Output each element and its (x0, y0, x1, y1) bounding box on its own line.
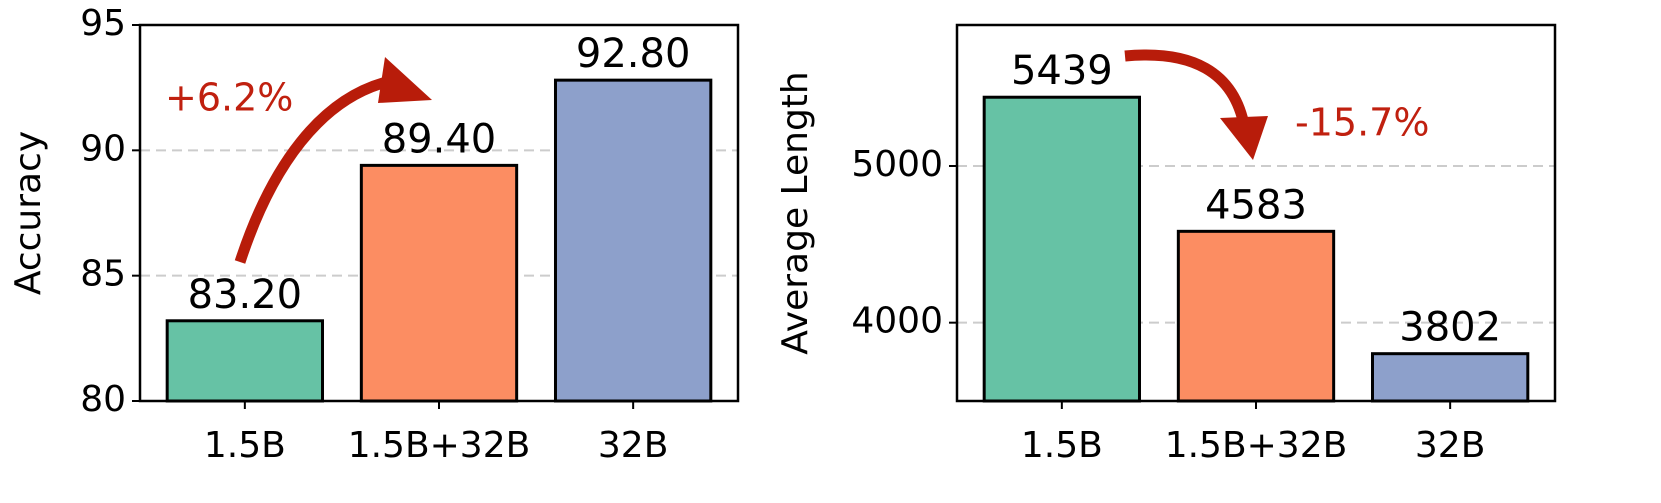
y-tick-label: 80 (80, 379, 126, 420)
value-label: 89.40 (382, 116, 497, 162)
grid-layer (140, 24, 1555, 402)
y-tick-label: 90 (80, 128, 126, 169)
y-axis-label: Accuracy (8, 131, 49, 295)
bar (1176, 229, 1336, 403)
bar (1370, 352, 1530, 403)
x-tick-label: 1.5B+32B (348, 425, 531, 466)
bar (359, 163, 519, 403)
bar (982, 95, 1142, 403)
bar (165, 319, 325, 403)
y-tick-label: 85 (80, 254, 126, 295)
plot-frame (138, 23, 740, 403)
value-label: 83.20 (188, 272, 303, 318)
value-label: 5439 (1011, 48, 1113, 94)
plot-frame (955, 23, 1557, 403)
x-tick-label: 1.5B+32B (1165, 425, 1348, 466)
annotation: +6.2% (165, 76, 293, 120)
arrow-head (1220, 116, 1268, 160)
y-tick-label: 4000 (851, 301, 943, 342)
bar (553, 78, 713, 403)
value-label: 4583 (1205, 182, 1307, 228)
value-label: 92.80 (576, 31, 691, 77)
annotation: -15.7% (1295, 101, 1429, 145)
x-tick-label: 1.5B (1021, 425, 1103, 466)
x-tick-label: 32B (598, 425, 669, 466)
arrow-head (378, 57, 432, 103)
value-label: 3802 (1399, 305, 1501, 351)
arrow (234, 74, 397, 264)
y-tick-label: 95 (80, 3, 126, 44)
y-axis-label: Average Length (775, 71, 816, 354)
x-tick-label: 32B (1415, 425, 1486, 466)
arrow (1124, 49, 1251, 131)
y-tick-label: 5000 (851, 144, 943, 185)
x-tick-label: 1.5B (204, 425, 286, 466)
